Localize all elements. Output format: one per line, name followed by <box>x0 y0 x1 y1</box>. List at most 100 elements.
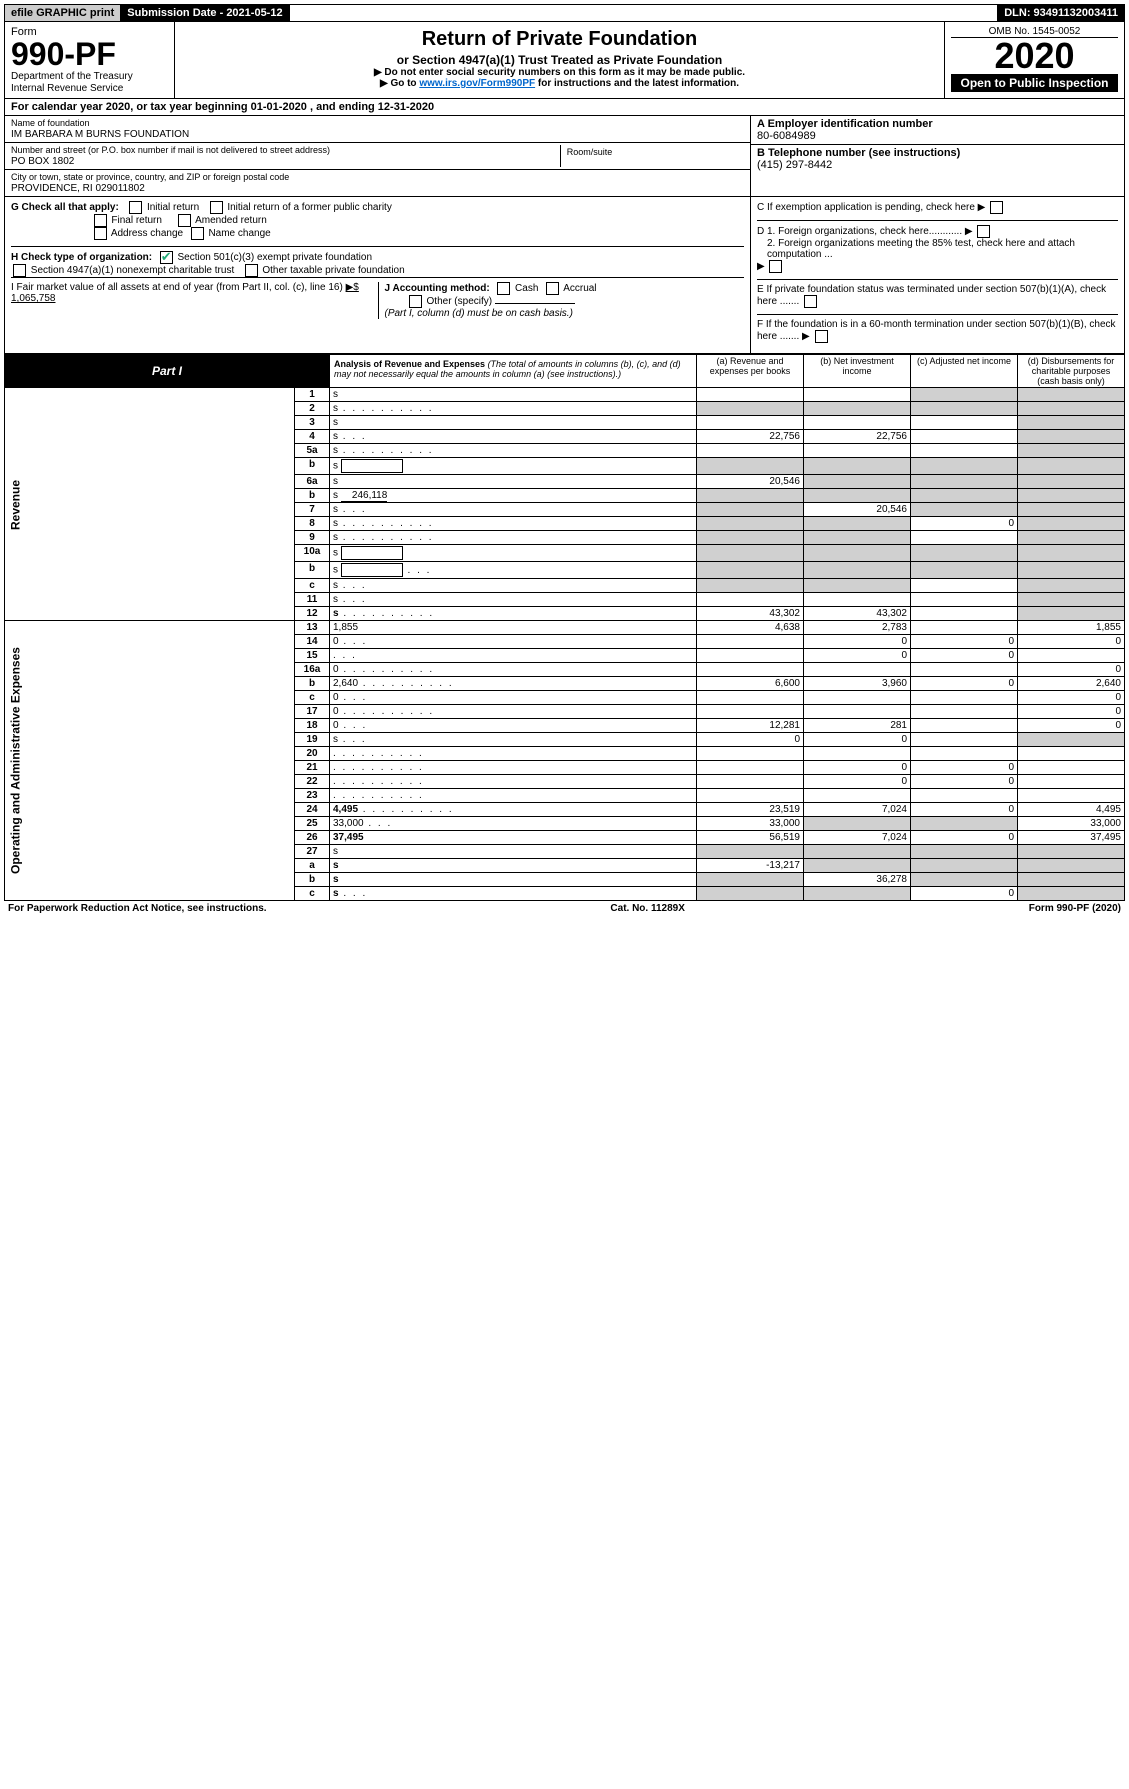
name-label: Name of foundation <box>11 118 744 128</box>
col-a <box>697 691 804 705</box>
col-b: 7,024 <box>804 803 911 817</box>
form990pf-link[interactable]: www.irs.gov/Form990PF <box>419 78 535 89</box>
line-num: 19 <box>295 733 330 747</box>
line-num: c <box>295 579 330 593</box>
line-num: 2 <box>295 402 330 416</box>
line-desc: s <box>330 517 697 531</box>
col-b: 0 <box>804 649 911 663</box>
topbar-spacer <box>290 5 999 21</box>
chk-d2[interactable] <box>769 260 782 273</box>
col-d <box>1018 887 1125 901</box>
line-desc: s <box>330 607 697 621</box>
chk-final[interactable] <box>94 214 107 227</box>
chk-e[interactable] <box>804 295 817 308</box>
col-d <box>1018 761 1125 775</box>
line-num: c <box>295 887 330 901</box>
line-num: 20 <box>295 747 330 761</box>
col-c <box>911 607 1018 621</box>
col-a <box>697 845 804 859</box>
col-d <box>1018 562 1125 579</box>
col-c <box>911 705 1018 719</box>
line-num: b <box>295 677 330 691</box>
col-c <box>911 545 1018 562</box>
chk-c[interactable] <box>990 201 1003 214</box>
footer-right: Form 990-PF (2020) <box>1029 903 1121 914</box>
col-b: 36,278 <box>804 873 911 887</box>
chk-initial[interactable] <box>129 201 142 214</box>
chk-address[interactable] <box>94 227 107 240</box>
side-label: Revenue <box>5 388 295 621</box>
chk-initial-former[interactable] <box>210 201 223 214</box>
col-a: 23,519 <box>697 803 804 817</box>
col-b: 3,960 <box>804 677 911 691</box>
col-b <box>804 545 911 562</box>
d1-label: D 1. Foreign organizations, check here..… <box>757 226 962 237</box>
line-num: 5a <box>295 444 330 458</box>
col-b: 43,302 <box>804 607 911 621</box>
line-num: 23 <box>295 789 330 803</box>
col-c: 0 <box>911 803 1018 817</box>
ein-value: 80-6084989 <box>757 130 816 142</box>
chk-other-tax[interactable] <box>245 264 258 277</box>
chk-other-acc[interactable] <box>409 295 422 308</box>
city-label: City or town, state or province, country… <box>11 172 744 182</box>
note-goto-prefix: ▶ Go to <box>380 78 419 89</box>
col-a <box>697 593 804 607</box>
col-b <box>804 458 911 475</box>
col-c <box>911 475 1018 489</box>
col-d: 2,640 <box>1018 677 1125 691</box>
col-c <box>911 663 1018 677</box>
col-d <box>1018 430 1125 444</box>
chk-namechg[interactable] <box>191 227 204 240</box>
line-desc: s <box>330 733 697 747</box>
chk-d1[interactable] <box>977 225 990 238</box>
chk-f[interactable] <box>815 330 828 343</box>
col-b: 0 <box>804 635 911 649</box>
submission-date: Submission Date - 2021-05-12 <box>121 5 289 21</box>
col-c <box>911 817 1018 831</box>
page-footer: For Paperwork Reduction Act Notice, see … <box>4 901 1125 916</box>
line-num: b <box>295 562 330 579</box>
part1-table: Part I Analysis of Revenue and Expenses … <box>4 354 1125 901</box>
col-c <box>911 845 1018 859</box>
col-a <box>697 775 804 789</box>
line-num: 10a <box>295 545 330 562</box>
col-b <box>804 489 911 503</box>
chk-4947[interactable] <box>13 264 26 277</box>
col-c <box>911 444 1018 458</box>
lbl-initial-former: Initial return of a former public charit… <box>227 202 392 213</box>
phone-label: B Telephone number (see instructions) <box>757 147 960 159</box>
chk-501c3[interactable] <box>160 251 173 264</box>
lbl-4947: Section 4947(a)(1) nonexempt charitable … <box>31 265 234 276</box>
col-c <box>911 747 1018 761</box>
chk-accrual[interactable] <box>546 282 559 295</box>
col-b <box>804 416 911 430</box>
line-desc: 0 <box>330 691 697 705</box>
line-num: b <box>295 489 330 503</box>
line-num: 3 <box>295 416 330 430</box>
col-d <box>1018 531 1125 545</box>
chk-cash[interactable] <box>497 282 510 295</box>
lbl-other-tax: Other taxable private foundation <box>262 265 404 276</box>
col-a: 43,302 <box>697 607 804 621</box>
col-b <box>804 859 911 873</box>
dln-label: DLN: 93491132003411 <box>998 5 1124 21</box>
i-label: I Fair market value of all assets at end… <box>11 282 343 293</box>
part1-title: Analysis of Revenue and Expenses <box>334 359 485 369</box>
line-desc: 37,495 <box>330 831 697 845</box>
line-desc: s <box>330 531 697 545</box>
line-desc <box>330 649 697 663</box>
line-desc: s <box>330 444 697 458</box>
col-b: 281 <box>804 719 911 733</box>
line-desc: s <box>330 859 697 873</box>
col-b: 0 <box>804 761 911 775</box>
line-desc <box>330 775 697 789</box>
col-d <box>1018 416 1125 430</box>
entity-info: Name of foundation IM BARBARA M BURNS FO… <box>4 116 1125 197</box>
tax-year: 2020 <box>951 38 1118 74</box>
col-c: 0 <box>911 517 1018 531</box>
line-num: 8 <box>295 517 330 531</box>
chk-amended[interactable] <box>178 214 191 227</box>
col-d <box>1018 859 1125 873</box>
col-b <box>804 691 911 705</box>
